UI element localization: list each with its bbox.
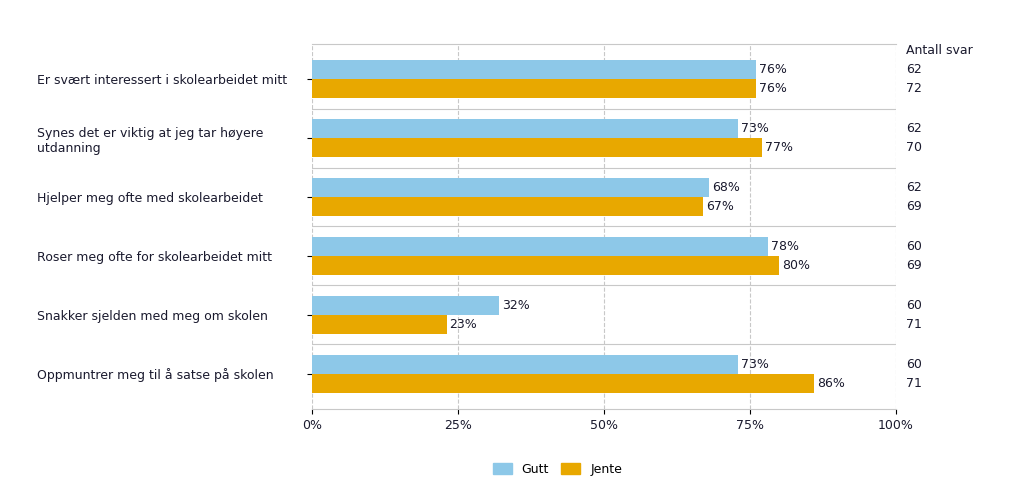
Text: 60: 60 (905, 299, 922, 312)
Bar (312, 374, 814, 393)
Text: Antall svar: Antall svar (905, 44, 973, 57)
Bar (312, 315, 446, 334)
Text: 69: 69 (905, 200, 922, 213)
Text: 77%: 77% (765, 141, 793, 154)
Text: 71: 71 (905, 318, 922, 331)
Bar (312, 138, 762, 157)
Text: 76%: 76% (759, 63, 786, 76)
Text: 67%: 67% (707, 200, 734, 213)
Bar (312, 355, 738, 374)
Bar (312, 237, 768, 256)
Text: 86%: 86% (817, 376, 845, 390)
Bar (312, 178, 710, 197)
Bar (312, 119, 738, 138)
Text: 70: 70 (905, 141, 922, 154)
Bar (312, 296, 499, 315)
Text: 72: 72 (905, 82, 922, 95)
Text: 73%: 73% (741, 358, 769, 371)
Text: 76%: 76% (759, 82, 786, 95)
Text: 32%: 32% (502, 299, 529, 312)
Text: 60: 60 (905, 358, 922, 371)
Text: 62: 62 (905, 63, 922, 76)
Legend: Gutt, Jente: Gutt, Jente (493, 463, 623, 476)
Text: 23%: 23% (450, 318, 477, 331)
Bar (312, 79, 756, 98)
Bar (312, 60, 756, 79)
Text: 62: 62 (905, 122, 922, 135)
Bar (312, 197, 703, 216)
Text: 68%: 68% (712, 181, 740, 194)
Text: 73%: 73% (741, 122, 769, 135)
Text: 60: 60 (905, 240, 922, 253)
Text: 71: 71 (905, 376, 922, 390)
Text: 80%: 80% (782, 259, 810, 272)
Text: 69: 69 (905, 259, 922, 272)
Text: 78%: 78% (770, 240, 799, 253)
Bar (312, 256, 779, 275)
Text: 62: 62 (905, 181, 922, 194)
